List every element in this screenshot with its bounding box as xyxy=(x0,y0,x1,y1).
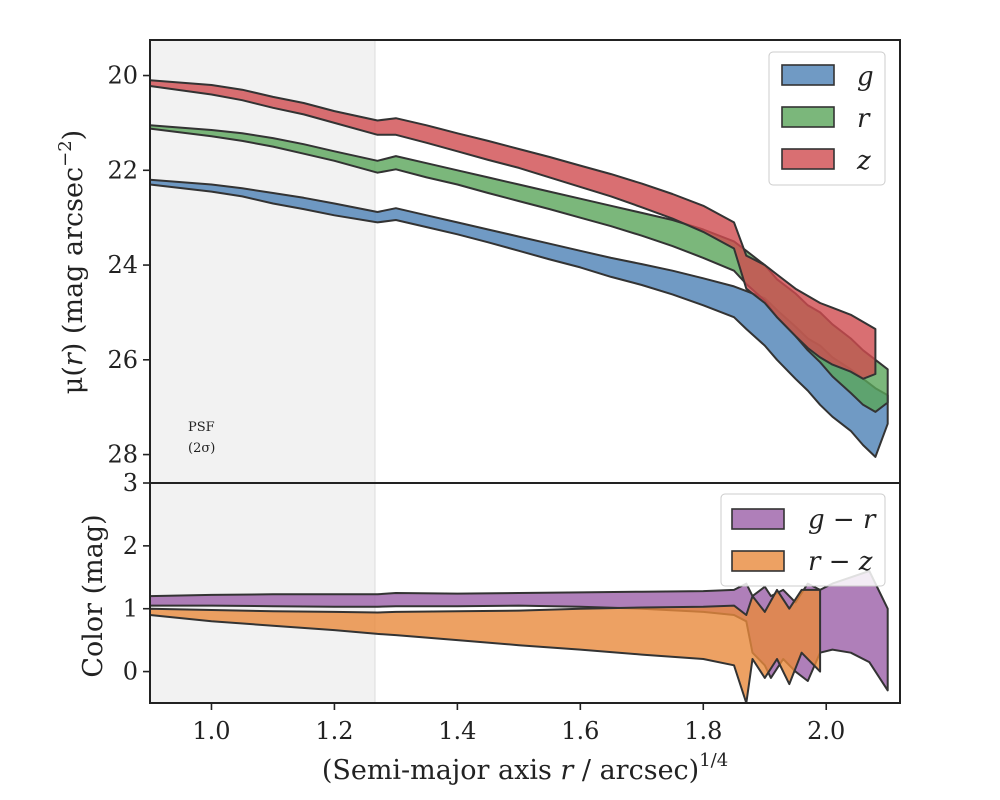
bottom-axes-frame xyxy=(149,482,901,704)
magnitude-bands xyxy=(149,79,889,458)
y-axis-label-surface-brightness: μ(r) (mag arcsec−2) xyxy=(55,130,89,394)
y-axis-label-color: Color (mag) xyxy=(78,514,109,677)
color-legend: g − r r − z xyxy=(720,493,886,587)
color-y-ticks: 0 1 2 3 xyxy=(123,469,150,686)
xlabel-var: r xyxy=(560,755,575,786)
x-tick-label: 1.2 xyxy=(315,717,353,745)
legend-label-r-minus-z: r − z xyxy=(808,547,873,577)
band-z xyxy=(149,79,877,380)
x-tick-label: 1.8 xyxy=(684,717,722,745)
y-tick-label: 0 xyxy=(123,658,138,686)
psf-annotation-line2: (2σ) xyxy=(188,441,215,456)
y-tick-label: 2 xyxy=(123,532,138,560)
legend-swatch-r-minus-z xyxy=(731,550,785,572)
y-tick-label: 26 xyxy=(107,346,138,374)
y-tick-label: 28 xyxy=(107,441,138,469)
x-tick-label: 1.0 xyxy=(192,717,230,745)
band-r-z xyxy=(149,588,822,704)
psf-band xyxy=(150,483,375,703)
ylabel-suffix: ) xyxy=(58,130,89,141)
color-bands xyxy=(149,570,889,704)
ylabel-prefix: μ( xyxy=(58,366,89,394)
surface-brightness-y-ticks: 20 22 24 26 28 xyxy=(107,62,150,469)
x-tick-label: 1.6 xyxy=(561,717,599,745)
psf-annotation-line1: PSF xyxy=(188,420,215,435)
legend-swatch-z xyxy=(781,148,835,170)
legend-swatch-g xyxy=(781,64,835,86)
legend-label-r: r xyxy=(857,104,871,134)
surface-brightness-panel: 20 22 24 26 28 PSF (2σ) g r z xyxy=(107,39,901,484)
legend-swatch-g-minus-r xyxy=(731,508,785,530)
legend-label-g: g xyxy=(857,62,874,92)
ylabel-var: r xyxy=(58,351,89,366)
legend-label-z: z xyxy=(856,146,871,176)
x-tick-label: 1.4 xyxy=(438,717,476,745)
x-ticks: 1.0 1.2 1.4 1.6 1.8 2.0 xyxy=(192,703,845,745)
y-tick-label: 3 xyxy=(123,469,138,497)
legend-label-g-minus-r: g − r xyxy=(808,505,877,535)
ylabel-mid: ) (mag arcsec xyxy=(58,167,89,353)
legend-swatch-r xyxy=(781,106,835,128)
y-tick-label: 1 xyxy=(123,595,138,623)
ylabel-sup: −2 xyxy=(55,140,76,167)
x-axis-label: (Semi-major axis r / arcsec)1/4 xyxy=(322,750,728,786)
xlabel-mid: / arcsec) xyxy=(573,755,699,786)
xlabel-sup: 1/4 xyxy=(699,750,728,771)
y-tick-label: 22 xyxy=(107,156,138,184)
magnitude-legend: g r z xyxy=(768,51,886,186)
xlabel-prefix: (Semi-major axis xyxy=(322,755,561,786)
color-panel: 0 1 2 3 1.0 1.2 1.4 1.6 1.8 2.0 g − r r − z xyxy=(123,469,901,745)
band-g-r xyxy=(149,570,889,692)
x-tick-label: 2.0 xyxy=(807,717,845,745)
psf-band xyxy=(150,40,375,483)
y-tick-label: 20 xyxy=(107,62,138,90)
y-tick-label: 24 xyxy=(107,251,138,279)
